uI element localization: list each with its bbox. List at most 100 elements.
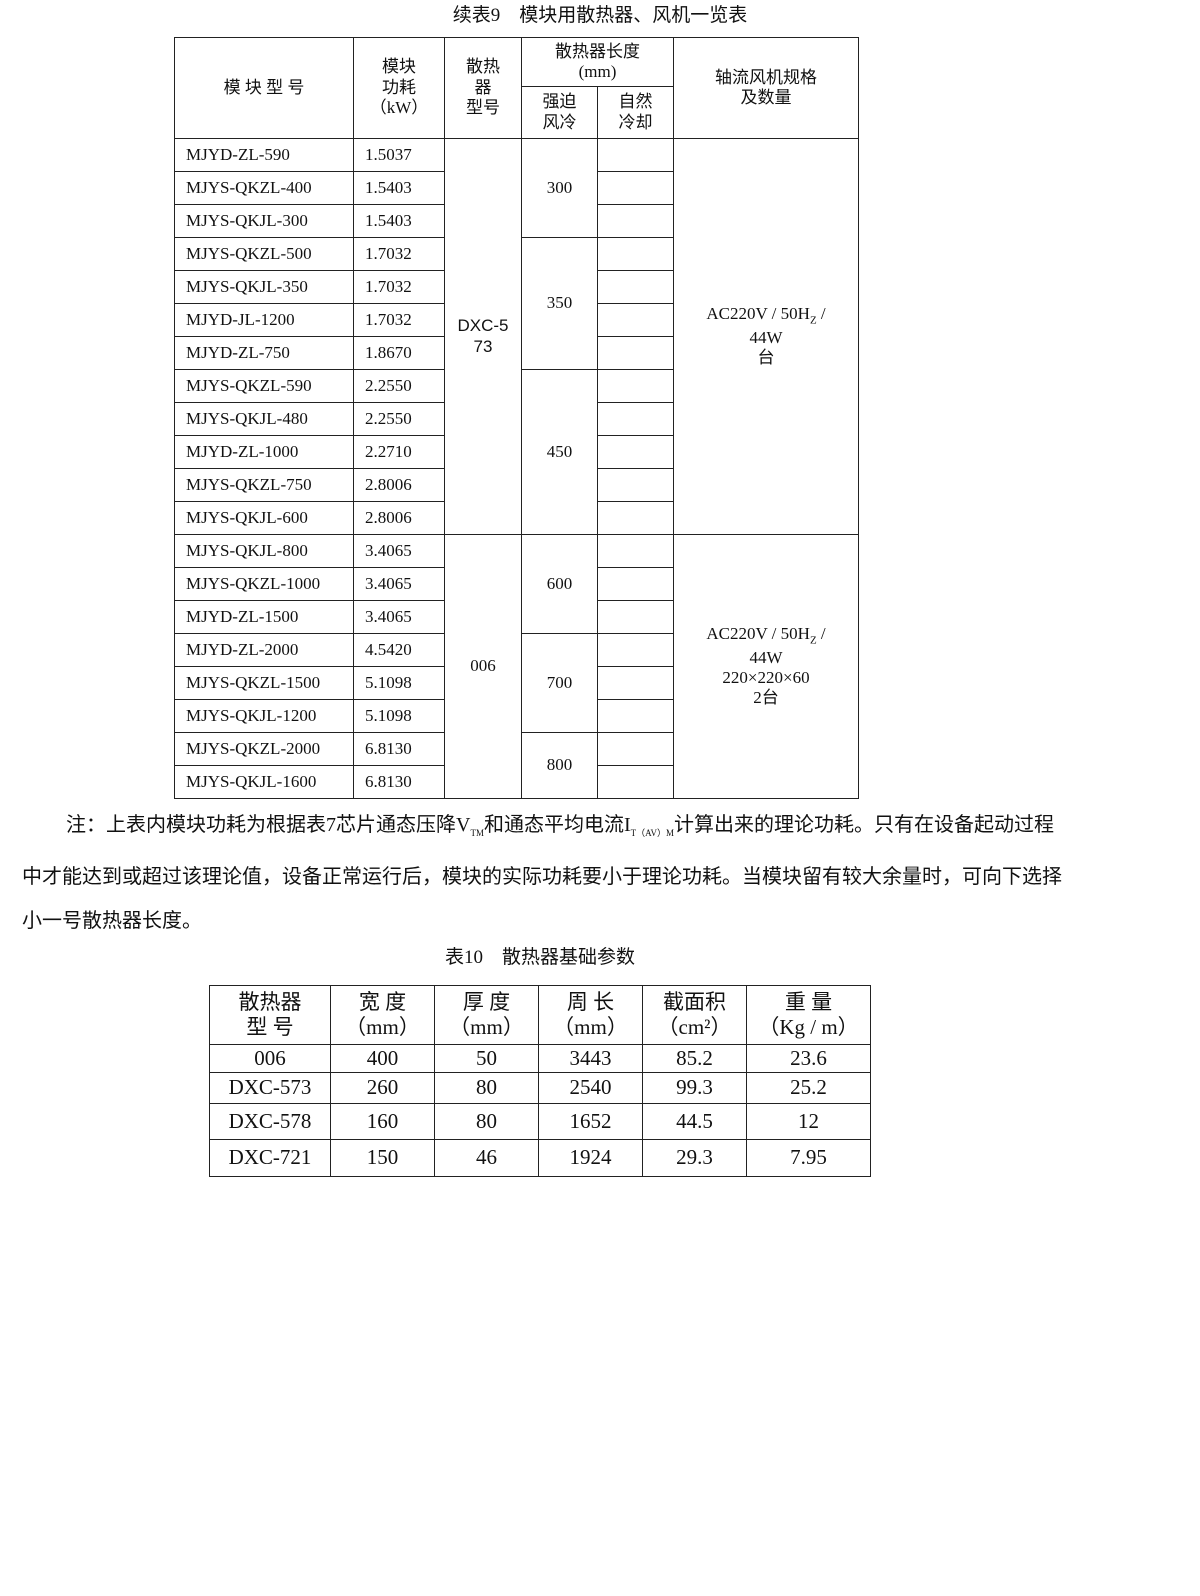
cell-line: （mm）: [553, 1015, 628, 1039]
table-cell: 23.6: [746, 1044, 871, 1073]
forced-cooling-length: 800: [521, 732, 598, 799]
module-power: 2.2710: [353, 435, 445, 469]
cell-line: DXC-5: [457, 316, 509, 336]
module-model: MJYS-QKZL-500: [174, 237, 354, 271]
fan-spec-line: 44W: [749, 327, 783, 347]
module-power: 6.8130: [353, 732, 445, 766]
module-model: MJYS-QKZL-590: [174, 369, 354, 403]
cell-line: 风冷: [542, 112, 577, 132]
table-cell: 99.3: [642, 1072, 747, 1104]
module-model: MJYS-QKJL-300: [174, 204, 354, 238]
module-model: MJYS-QKZL-1000: [174, 567, 354, 601]
heatsink-fan-table: 模 块 型 号模块 功耗 （kW） 散热器型号 散热器长度 (mm) 轴流风机规格 及数量 强迫…: [174, 37, 859, 799]
natural-cooling-length: [597, 369, 674, 403]
note-subscript: T（AV）M: [630, 828, 674, 838]
header-cell: 截面积 （cm²）: [642, 985, 747, 1045]
table-cell: 006: [209, 1044, 331, 1073]
header-row: 模 块 型 号模块 功耗 （kW） 散热器型号 散热器长度 (mm) 轴流风机规格 及数量: [174, 37, 859, 139]
natural-cooling-length: [597, 633, 674, 667]
fan-spec-line: 44W: [749, 647, 783, 667]
table-row: DXC-578 160 80 1652 44.5 12: [209, 1103, 871, 1140]
table9-caption: 续表9 模块用散热器、风机一览表: [452, 5, 748, 26]
header-natural: 自然 冷却: [597, 86, 674, 139]
table-cell: 80: [434, 1072, 539, 1104]
cell-line: （Kg / m）: [758, 1015, 859, 1039]
module-power: 5.1098: [353, 699, 445, 733]
cell-line: 重 量: [784, 989, 833, 1014]
cell-line: 截面积: [663, 989, 726, 1014]
heatsink-model: DXC-5 73: [444, 138, 522, 535]
natural-cooling-length: [597, 567, 674, 601]
forced-cooling-length: 450: [521, 369, 598, 535]
module-model: MJYS-QKZL-750: [174, 468, 354, 502]
fan-spec: AC220V / 50HZ /44W 220×220×60 2台: [673, 534, 859, 799]
module-model: MJYD-ZL-750: [174, 336, 354, 370]
table-row: MJYS-QKZL-500 1.7032 350: [174, 237, 859, 370]
table-cell: DXC-578: [209, 1103, 331, 1140]
cell-line: （mm）: [449, 1015, 524, 1039]
cell-line: 散热器: [238, 989, 302, 1014]
module-model: MJYS-QKZL-1500: [174, 666, 354, 700]
table-row: MJYS-QKZL-2000 6.8130 800: [174, 732, 859, 799]
note-text: 计算出来的理论功耗。只有在设备起动过程中才能达到或超过该理论值，设备正常运行后，…: [22, 814, 1062, 932]
cell-line: 冷却: [618, 112, 653, 132]
table-cell: 160: [330, 1103, 435, 1140]
cell-line: 散热器长度: [555, 41, 640, 61]
header-cell: 散热器型 号: [209, 985, 331, 1045]
module-power: 2.2550: [353, 402, 445, 436]
forced-cooling-length: 600: [521, 534, 598, 634]
module-power: 6.8130: [353, 765, 445, 799]
header-fan: 轴流风机规格 及数量: [673, 37, 859, 139]
cell-line: 轴流风机规格: [715, 67, 817, 87]
module-model: MJYD-ZL-1500: [174, 600, 354, 634]
natural-cooling-length: [597, 666, 674, 700]
natural-cooling-length: [597, 270, 674, 304]
cell-line: 器: [474, 77, 492, 97]
heatsink-params-table: 散热器型 号宽 度（mm）厚 度（mm）周 长（mm） 截面积 （cm²）重 量（K…: [209, 985, 871, 1177]
natural-cooling-length: [597, 303, 674, 337]
cell-line: 自然: [618, 92, 653, 112]
cell-line: 型号: [466, 98, 500, 118]
fan-spec-line: 2台: [753, 688, 779, 708]
table-row: MJYS-QKJL-800 3.4065 006 600 AC220V / 50HZ /…: [174, 534, 859, 799]
forced-cooling-length: 700: [521, 633, 598, 733]
natural-cooling-length: [597, 600, 674, 634]
natural-cooling-length: [597, 402, 674, 436]
forced-cooling-length: 350: [521, 237, 598, 370]
table-row: MJYD-ZL-1500 3.4065: [174, 600, 859, 634]
module-power: 4.5420: [353, 633, 445, 667]
table-row: MJYS-QKZL-590 2.2550 450: [174, 369, 859, 535]
header-cell: 重 量（Kg / m）: [746, 985, 871, 1045]
header-row: 散热器型 号宽 度（mm）厚 度（mm）周 长（mm） 截面积 （cm²）重 量（K…: [209, 985, 871, 1045]
cell-line: （mm）: [345, 1015, 420, 1039]
module-power: 5.1098: [353, 666, 445, 700]
table-row: MJYS-QKJL-1200 5.1098: [174, 699, 859, 733]
module-power: 1.7032: [353, 270, 445, 304]
natural-cooling-length: [597, 732, 674, 766]
table-cell: 29.3: [642, 1139, 747, 1177]
cell-line: （cm²）: [657, 1015, 732, 1039]
table-cell: 44.5: [642, 1103, 747, 1140]
natural-cooling-length: [597, 138, 674, 172]
table-row: MJYD-ZL-750 1.8670: [174, 336, 859, 370]
module-model: MJYS-QKZL-400: [174, 171, 354, 205]
table-row: MJYS-QKZL-1500 5.1098: [174, 666, 859, 700]
table-cell: 12: [746, 1103, 871, 1140]
header-cell: 周 长（mm）: [538, 985, 643, 1045]
table-row: 006 400 50 3443 85.2 23.6: [209, 1044, 871, 1073]
table-cell: 85.2: [642, 1044, 747, 1073]
module-power: 1.5403: [353, 204, 445, 238]
table-cell: 25.2: [746, 1072, 871, 1104]
header-heatsink: 散热器型号: [444, 37, 522, 139]
table-cell: 1652: [538, 1103, 643, 1140]
module-model: MJYS-QKJL-1200: [174, 699, 354, 733]
header-power: 模块 功耗 （kW）: [353, 37, 445, 139]
cell-line: 强迫: [542, 92, 577, 112]
header-model: 模 块 型 号: [174, 37, 354, 139]
table-cell: DXC-721: [209, 1139, 331, 1177]
table-cell: 260: [330, 1072, 435, 1104]
module-model: MJYS-QKJL-480: [174, 402, 354, 436]
note-text: 和通态平均电流I: [483, 814, 631, 836]
module-power: 1.7032: [353, 237, 445, 271]
